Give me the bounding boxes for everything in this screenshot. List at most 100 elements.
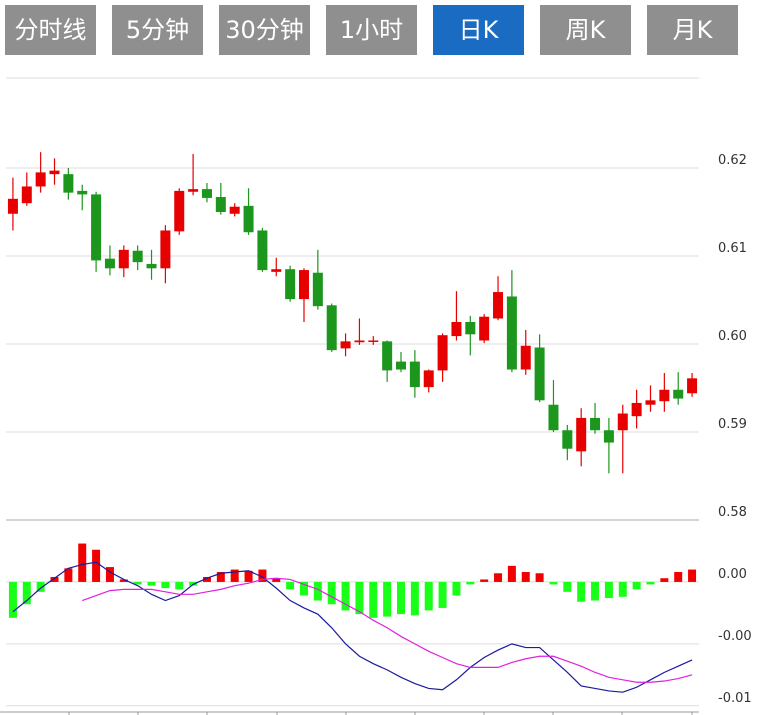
macd-bar <box>105 567 114 582</box>
tab[interactable] <box>647 5 738 55</box>
tab-label[interactable]: 日K <box>459 16 500 44</box>
macd-bar <box>521 572 530 582</box>
candle-body <box>21 186 32 204</box>
candle-body <box>188 189 199 192</box>
candle-body <box>285 269 296 300</box>
candle-body <box>423 370 434 388</box>
candle-body <box>437 335 448 371</box>
tab-label[interactable]: 分时线 <box>15 16 87 44</box>
macd-bar <box>632 581 641 590</box>
macd-bar <box>133 581 142 585</box>
candle-body <box>576 417 587 452</box>
macd-bar <box>230 569 239 582</box>
candle-body <box>77 190 88 195</box>
candle-body <box>63 174 74 193</box>
tab-label[interactable]: 1小时 <box>340 16 403 44</box>
tab-label[interactable]: 周K <box>566 16 607 44</box>
macd-bar <box>410 581 419 616</box>
candle-body <box>534 347 545 401</box>
candle-body <box>687 378 698 394</box>
candle-body <box>326 305 337 351</box>
macd-bar <box>327 581 336 605</box>
candle-body <box>35 172 46 187</box>
macd-bar <box>64 568 73 582</box>
candle-body <box>201 189 212 198</box>
macd-bar <box>50 576 59 582</box>
macd-bar <box>355 581 364 615</box>
macd-bar <box>22 581 31 605</box>
candle-body <box>479 316 490 341</box>
macd-bar <box>438 581 447 608</box>
candle-body <box>465 322 476 335</box>
y-tick-label: -0.00 <box>718 629 752 644</box>
macd-bar <box>466 581 475 585</box>
macd-bar <box>563 581 572 592</box>
candle-body <box>506 296 517 370</box>
candle-body <box>146 263 157 269</box>
y-tick-label: -0.01 <box>718 691 752 706</box>
candle-body <box>118 249 129 269</box>
macd-bar <box>507 565 516 582</box>
tab[interactable] <box>219 5 310 55</box>
tab[interactable] <box>540 5 631 55</box>
tab[interactable] <box>112 5 203 55</box>
candle-body <box>645 400 656 405</box>
candle-body <box>368 340 379 342</box>
macd-bar <box>78 543 87 582</box>
macd-bar <box>286 581 295 590</box>
candle-body <box>631 402 642 417</box>
macd-bar <box>299 581 308 596</box>
macd-bar <box>535 573 544 582</box>
candle-body <box>174 190 185 232</box>
macd-bar <box>618 581 627 597</box>
candle-body <box>91 194 102 261</box>
macd-bar <box>313 581 322 601</box>
candle-body <box>243 205 254 233</box>
macd-bar <box>147 581 156 586</box>
y-tick-label: 0.60 <box>718 329 747 344</box>
y-tick-label: 0.61 <box>718 241 747 256</box>
candle-body <box>257 230 268 271</box>
candle-body <box>617 413 628 431</box>
candle-body <box>340 341 351 349</box>
macd-bar <box>258 569 267 582</box>
candle-body <box>104 258 115 269</box>
macd-line <box>82 577 693 683</box>
macd-bar <box>202 576 211 582</box>
tab-label[interactable]: 30分钟 <box>225 16 304 44</box>
candle-body <box>493 292 504 319</box>
tab-label[interactable]: 5分钟 <box>126 16 189 44</box>
candle-body <box>215 197 226 212</box>
candle-body <box>382 341 393 371</box>
macd-bar <box>161 581 170 589</box>
candle-body <box>520 345 531 370</box>
candle-body <box>271 269 282 272</box>
candle-body <box>354 340 365 343</box>
tab[interactable] <box>433 5 524 55</box>
candle-body <box>409 361 420 388</box>
macd-bar <box>175 581 184 590</box>
candle-body <box>451 322 462 337</box>
y-tick-label: 0.00 <box>718 567 747 582</box>
macd-bar <box>577 581 586 602</box>
macd-bar <box>341 581 350 611</box>
macd-bar <box>660 578 669 582</box>
tab[interactable] <box>5 5 96 55</box>
macd-bar <box>549 581 558 585</box>
y-tick-label: 0.58 <box>718 505 747 520</box>
tab[interactable] <box>326 5 417 55</box>
macd-bar <box>646 581 655 585</box>
macd-bar <box>216 572 225 582</box>
macd-bar <box>591 581 600 601</box>
macd-bar <box>36 581 45 592</box>
candle-body <box>229 206 240 214</box>
candle-body <box>562 430 573 449</box>
macd-bar <box>244 570 253 582</box>
macd-line <box>12 561 693 693</box>
macd-bar <box>8 581 17 618</box>
macd-bar <box>452 581 461 596</box>
tab-label[interactable]: 月K <box>673 16 714 44</box>
macd-bar <box>674 572 683 582</box>
candle-body <box>603 430 614 443</box>
